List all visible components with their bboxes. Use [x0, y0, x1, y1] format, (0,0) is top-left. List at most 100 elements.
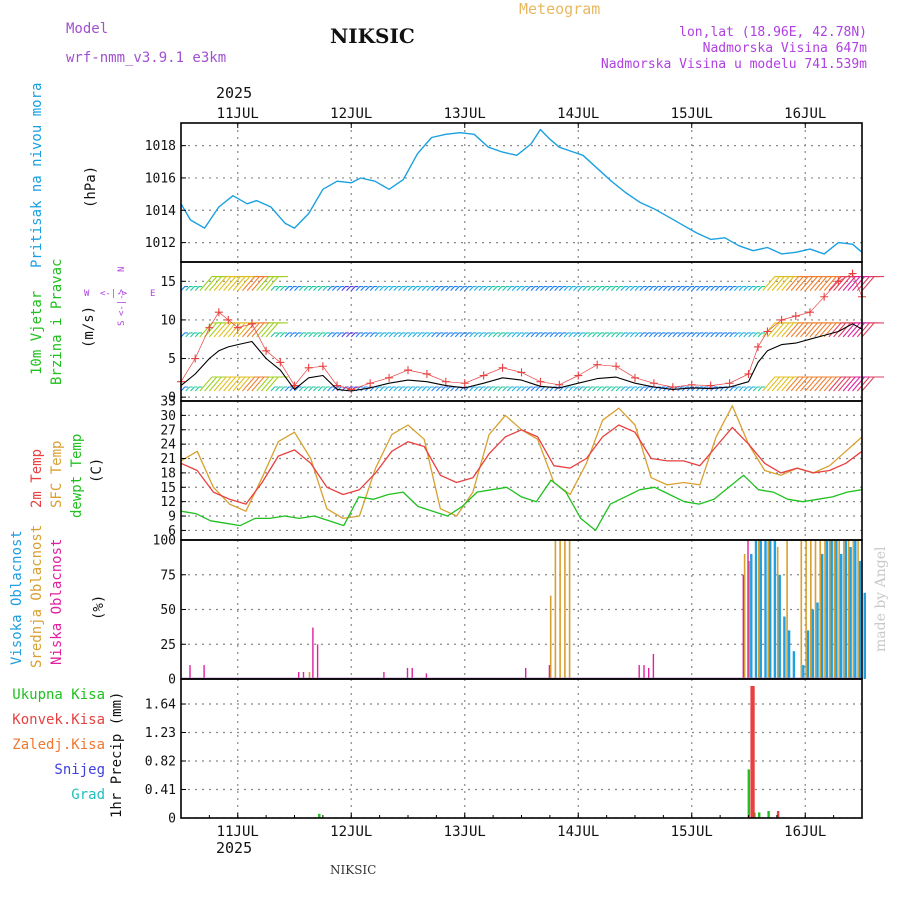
wind-barb: [625, 286, 633, 291]
y-tick-label: 9: [168, 510, 176, 525]
wind-barb: [677, 286, 685, 291]
pressure-line: [180, 128, 863, 255]
wind-barb: [715, 332, 723, 338]
cloud-high-bar: [806, 630, 810, 679]
wind-barb: [473, 332, 482, 338]
cloud-mid-bar: [833, 540, 836, 679]
wind-barb: [379, 286, 387, 291]
wind-barb: [757, 332, 765, 338]
wind-barb: [752, 332, 761, 338]
cloud-low-bar: [648, 667, 650, 679]
wind-barb: [336, 286, 345, 291]
wind-barb: [303, 286, 311, 291]
cloud-high-bar: [835, 540, 838, 679]
wind-barb: [511, 386, 519, 392]
y-tick-label: 1012: [145, 236, 176, 251]
wind-barb: [194, 386, 203, 392]
wind-barb: [483, 286, 491, 291]
day-label-top: 15JUL: [671, 106, 713, 122]
wind-barb: [317, 286, 326, 291]
wind-barb: [384, 286, 392, 291]
wind-barb: [629, 286, 638, 291]
wind-barb: [644, 286, 652, 291]
wind-barb: [313, 386, 321, 392]
wind-barb: [341, 286, 349, 291]
wind-barb: [596, 286, 605, 291]
cloud-low-bar: [747, 540, 749, 679]
precip-label-total: Ukupna Kisa: [12, 687, 105, 703]
wind-barb: [459, 286, 467, 291]
wind-barb: [715, 386, 723, 392]
wind-barb: [611, 332, 619, 338]
wind-barb: [464, 286, 472, 291]
y-tick-label: 33: [160, 395, 176, 410]
cloud-low-bar: [383, 672, 385, 679]
wind-barb: [402, 286, 411, 291]
wind-barb: [393, 386, 401, 392]
cloud-mid-bar: [549, 595, 552, 679]
wind-barb: [478, 332, 486, 338]
wind-barb: [568, 386, 576, 392]
cloud-low-bar: [638, 665, 640, 679]
wind-barb: [511, 332, 519, 338]
wind-barb: [497, 332, 505, 338]
wind-barb: [284, 286, 292, 291]
wind-barb: [284, 332, 292, 338]
wind-barb: [180, 386, 188, 392]
wind-barb: [417, 386, 425, 392]
model-name: wrf-nmm_v3.9.1 e3km: [66, 50, 227, 66]
wind-barb: [506, 332, 515, 338]
wind-barb: [469, 386, 477, 392]
wind-barb: [653, 286, 661, 291]
wind-barb: [327, 286, 335, 291]
wind-barb: [431, 386, 439, 392]
wind-barb: [658, 332, 666, 338]
precip-total-bar: [767, 811, 770, 818]
y-tick-label: 27: [160, 423, 176, 438]
dewpt-line: [180, 474, 863, 532]
cloud-mid-bar: [843, 540, 845, 679]
wind-barb: [549, 286, 557, 291]
wind-barb: [275, 332, 283, 338]
wind-barb: [412, 386, 420, 392]
wind-barb: [540, 332, 548, 338]
cloud-mid-bar: [559, 540, 561, 679]
wind-barb: [502, 386, 510, 392]
wind-barb: [393, 286, 401, 291]
cloud-high-bar: [769, 540, 772, 679]
cloud-low-bar: [742, 574, 744, 680]
wind-barb: [488, 386, 496, 392]
wind-barb: [322, 286, 330, 291]
wind-barb: [715, 286, 723, 291]
wind-barb: [279, 386, 288, 392]
wind-barb: [265, 322, 289, 338]
wind-barb: [625, 332, 633, 338]
panel-frame-temp: [180, 400, 863, 541]
wind-barb: [592, 386, 600, 392]
wind-barb: [388, 332, 397, 338]
wind-barb: [686, 286, 694, 291]
wind-barb: [729, 286, 737, 291]
wind-barb: [535, 386, 543, 392]
cloud-mid-bar: [819, 540, 821, 679]
wind-barb: [672, 286, 680, 291]
cloud-mid-bar: [805, 540, 807, 679]
wind-barb: [369, 332, 378, 338]
wind-barb: [691, 286, 699, 291]
y-tick-label: 15: [160, 275, 176, 290]
wind-barb: [369, 286, 378, 291]
precip-label-frz: Zaledj.Kisa: [12, 737, 105, 753]
wind-barb: [379, 386, 387, 392]
wind-barb: [554, 286, 562, 291]
cloud-high-bar: [759, 540, 762, 679]
wind-barb: [180, 286, 188, 291]
wind-barb: [492, 386, 501, 392]
wind-barb: [289, 286, 297, 291]
wind-barb: [516, 386, 524, 392]
wind-barb: [355, 286, 363, 291]
wind-barb: [294, 332, 302, 338]
y-tick-label: 50: [160, 603, 176, 618]
wind-barb: [511, 286, 519, 291]
day-label-bottom: 13JUL: [444, 824, 486, 840]
